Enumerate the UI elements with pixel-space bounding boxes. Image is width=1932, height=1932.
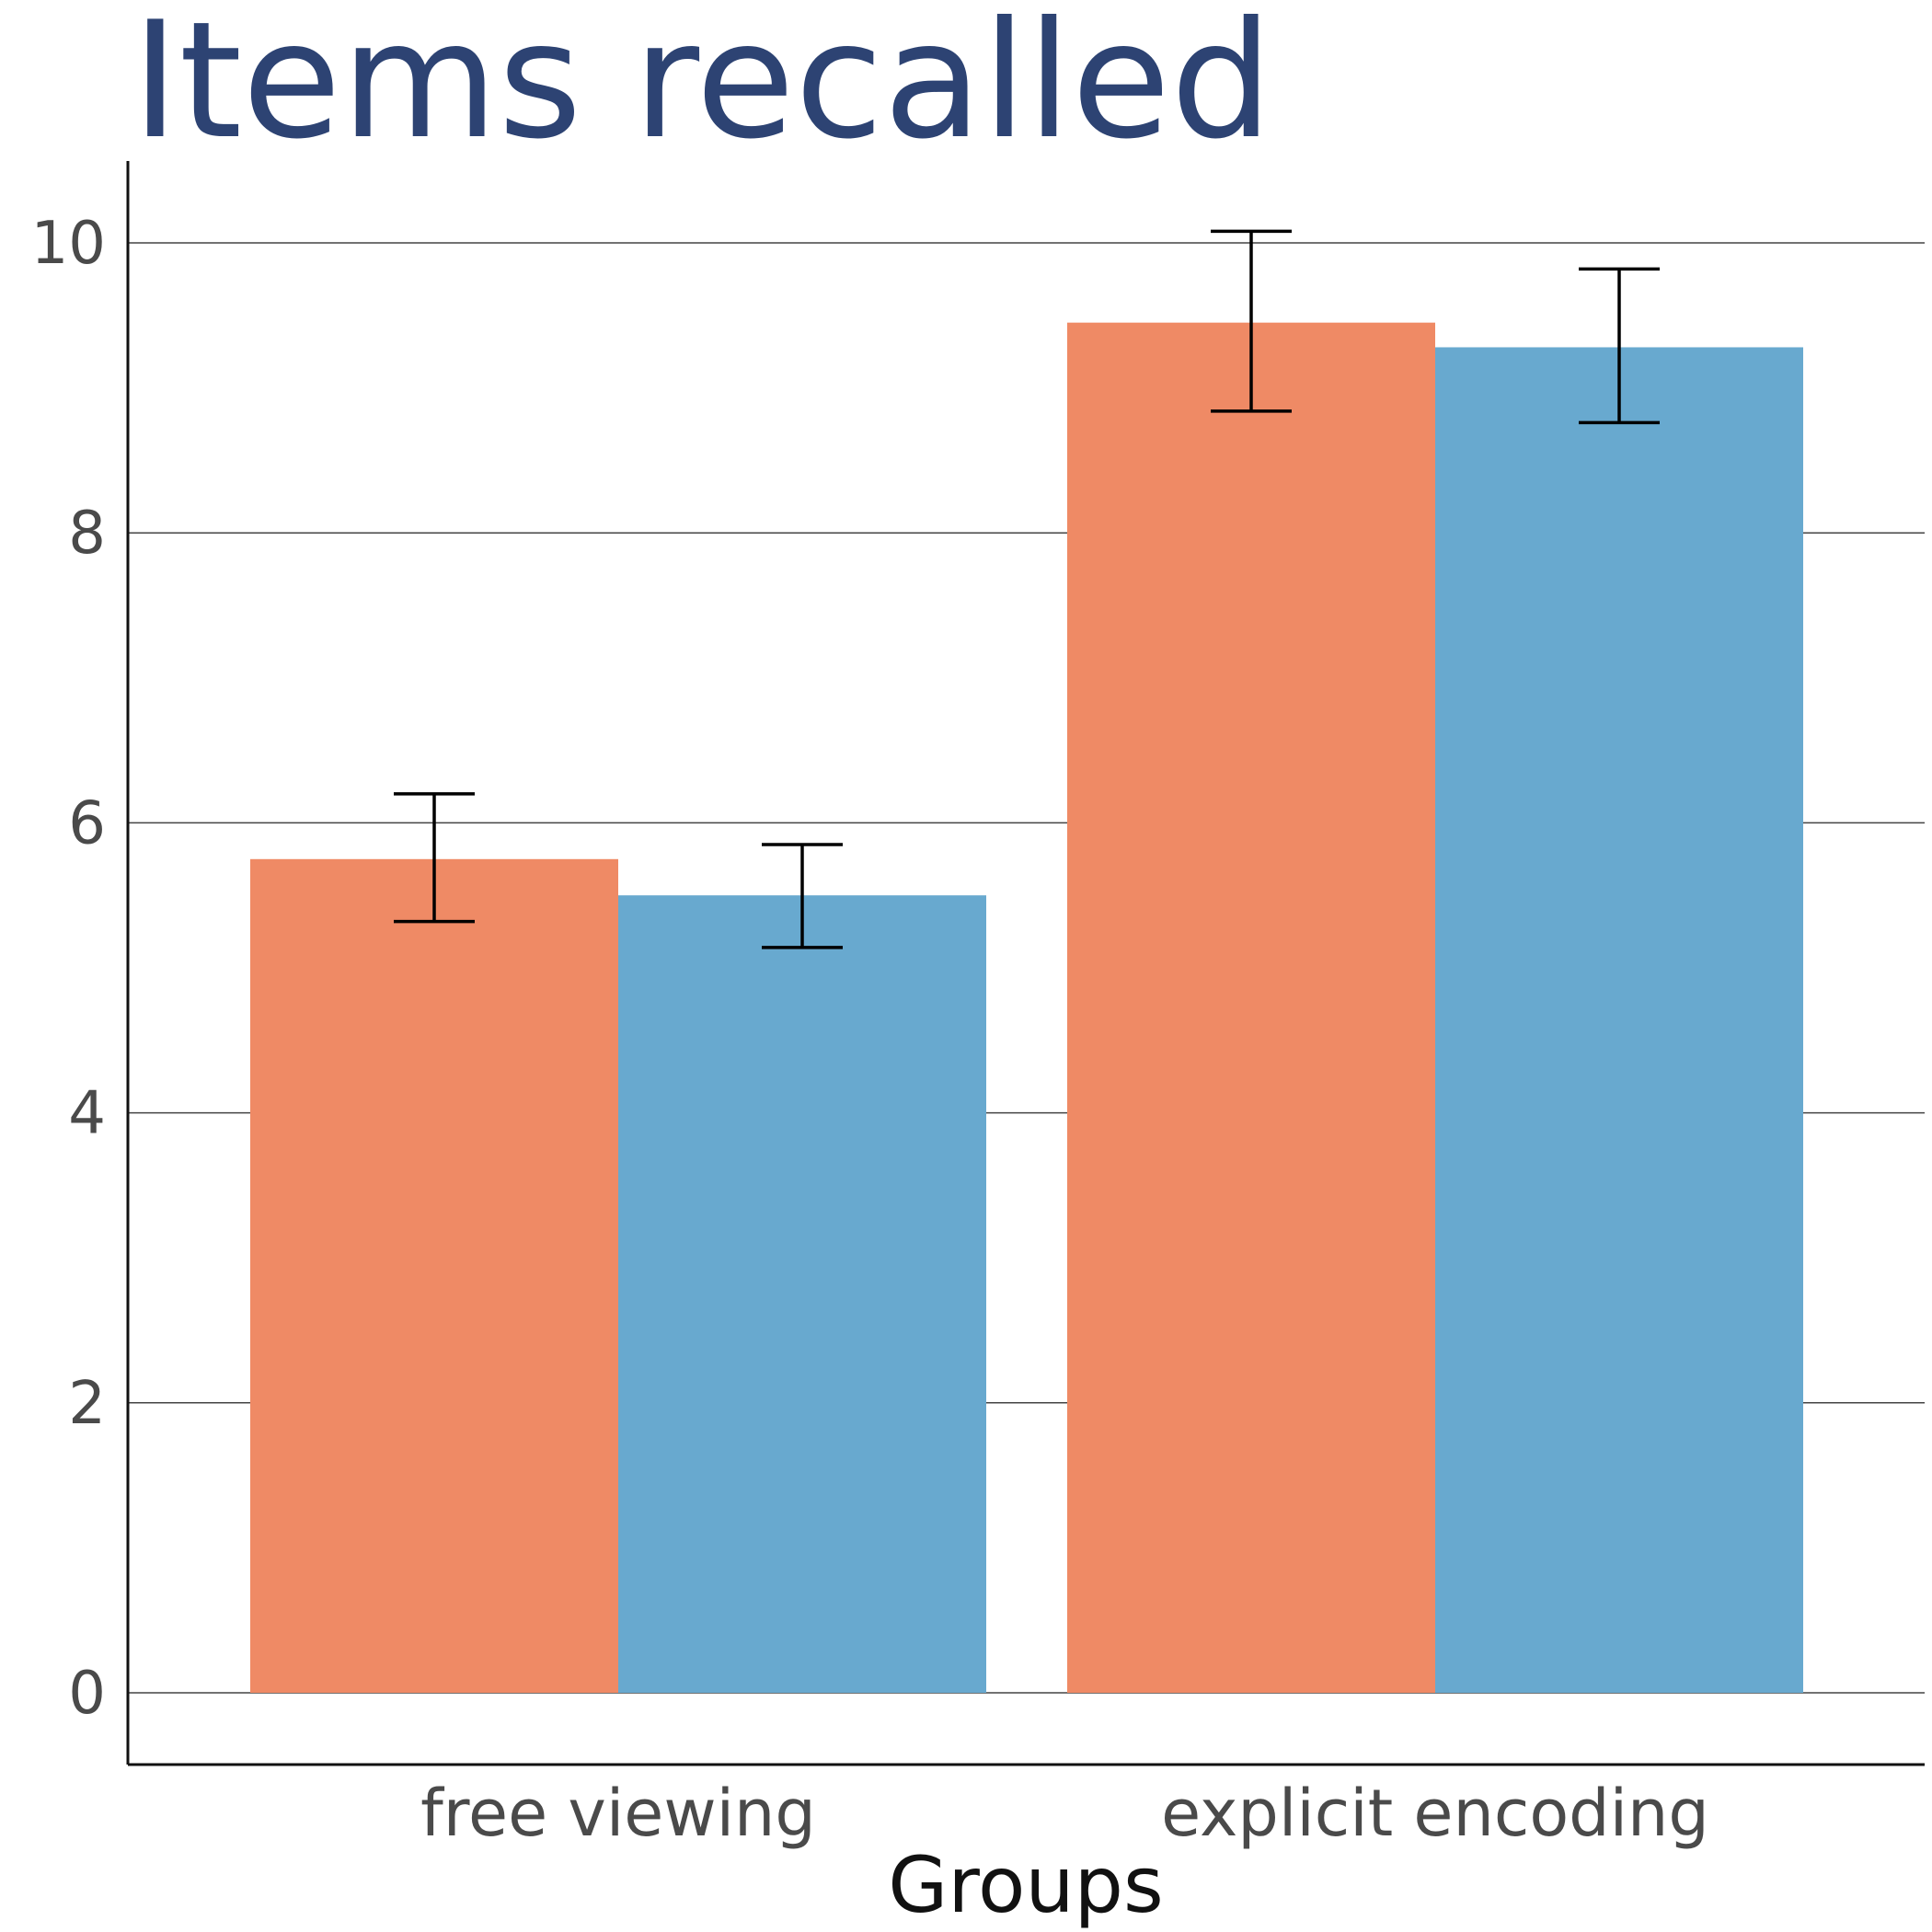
x-tick-labels: free viewing explicit encoding [420,1776,1709,1851]
error-bars [394,229,1660,949]
bar [1435,347,1803,1694]
y-tick-label: 4 [68,1080,106,1148]
y-tick-label: 0 [68,1660,106,1728]
bars [250,322,1803,1694]
chart-title: Items recalled [132,0,1272,175]
y-tick-label: 2 [68,1370,106,1438]
bar [618,895,986,1693]
axes [126,161,1925,1766]
y-tick-label: 8 [68,500,106,568]
bar [250,858,618,1693]
y-tick-label: 6 [68,789,106,857]
x-tick-label: free viewing [420,1776,816,1851]
x-axis-title: Groups [888,1840,1164,1930]
y-tick-label: 10 [31,210,106,278]
x-tick-label: explicit encoding [1161,1776,1709,1851]
bar [1067,322,1435,1694]
y-tick-labels: 0 2 4 6 8 10 [31,210,106,1728]
